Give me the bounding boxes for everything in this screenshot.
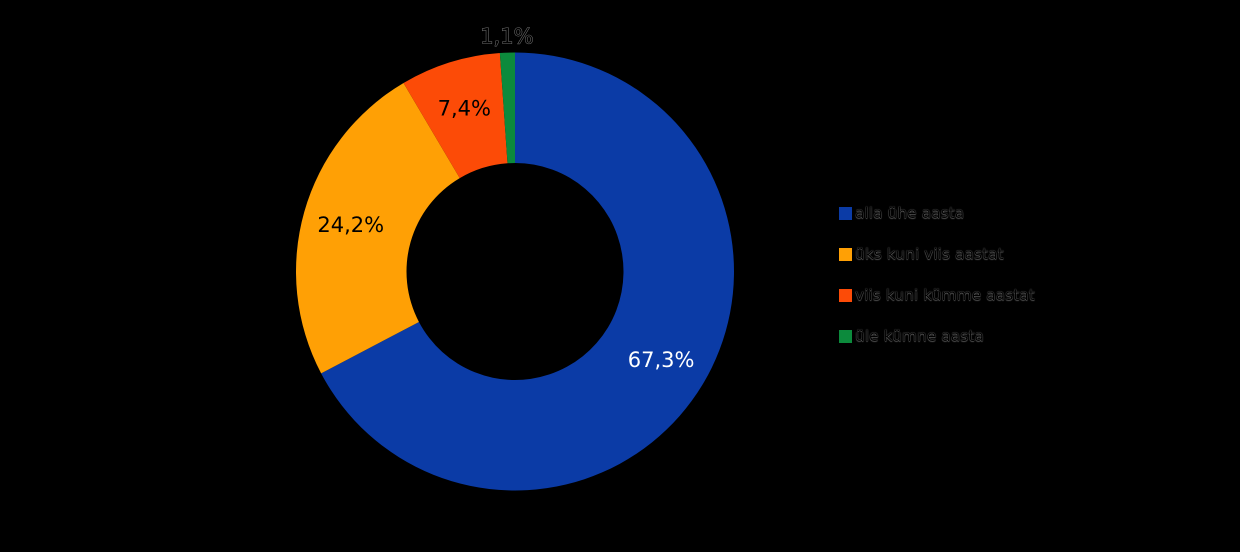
legend-item-0: alla ühe aasta (839, 204, 1035, 222)
legend-label-1: üks kuni viis aastat (855, 245, 1004, 263)
donut-slice-2 (403, 53, 508, 179)
donut-slice-3 (499, 52, 515, 164)
legend-label-0: alla ühe aasta (855, 204, 965, 222)
legend-label-3: üle kümne aasta (855, 327, 984, 345)
donut-slice-0 (321, 52, 735, 491)
donut-slice-1 (296, 82, 460, 374)
slice-value-label-1: 24,2% (317, 213, 384, 237)
legend-item-3: üle kümne aasta (839, 327, 1035, 345)
legend-swatch-3 (839, 329, 852, 343)
slice-value-label-2: 7,4% (438, 96, 491, 120)
legend-item-1: üks kuni viis aastat (839, 245, 1035, 263)
legend-swatch-1 (839, 247, 852, 261)
legend-label-2: viis kuni kümme aastat (855, 286, 1035, 304)
legend: alla ühe aasta üks kuni viis aastat viis k… (839, 204, 1035, 345)
slice-value-label-0: 67,3% (628, 348, 695, 372)
legend-item-2: viis kuni kümme aastat (839, 286, 1035, 304)
legend-swatch-0 (839, 206, 852, 220)
legend-swatch-2 (839, 288, 852, 302)
slice-value-label-3: 1,1% (480, 25, 533, 49)
